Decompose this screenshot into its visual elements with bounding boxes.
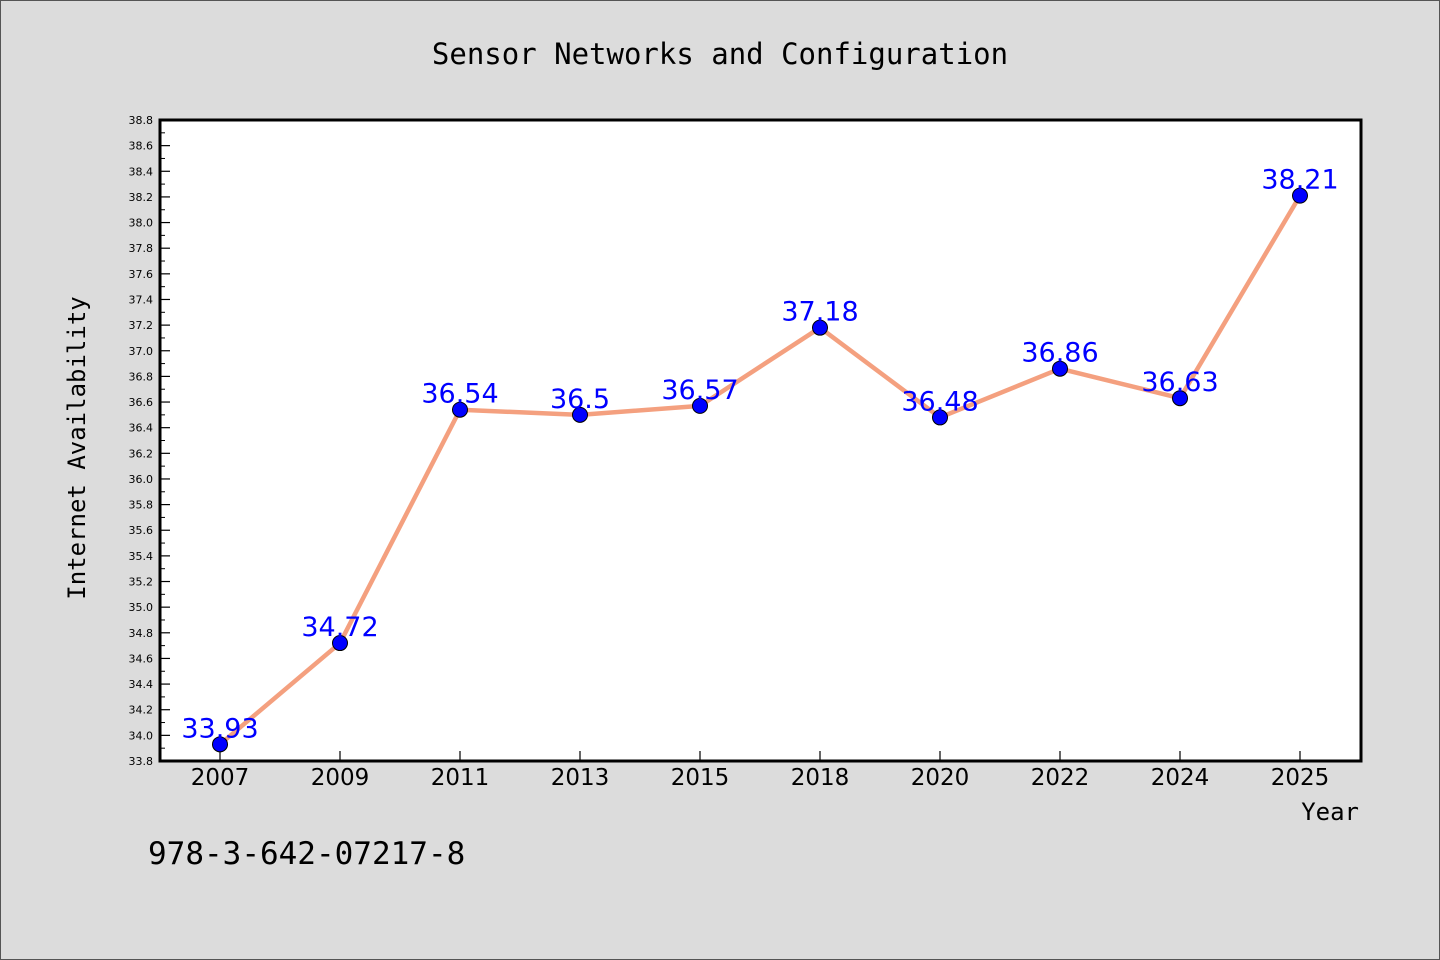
y-tick-label: 36.2 (129, 447, 154, 460)
y-tick-label: 38.6 (129, 140, 154, 153)
x-tick-label: 2007 (191, 765, 250, 791)
x-tick-label: 2018 (791, 765, 850, 791)
data-point (332, 635, 348, 652)
y-tick-label: 37.0 (129, 345, 154, 358)
x-tick-label: 2013 (551, 765, 610, 791)
y-tick-label: 38.0 (129, 217, 154, 230)
y-tick-label: 36.4 (129, 422, 154, 435)
data-label: 36.63 (1141, 367, 1218, 398)
y-tick-label: 36.8 (129, 370, 154, 383)
x-tick-label: 2015 (671, 765, 730, 791)
x-axis-label: Year (1301, 798, 1359, 826)
data-label: 36.5 (550, 384, 610, 415)
data-point (572, 406, 588, 423)
y-tick-label: 38.4 (129, 165, 154, 178)
y-tick-label: 35.4 (129, 550, 154, 563)
y-tick-label: 34.2 (129, 704, 154, 717)
data-label: 34.72 (301, 612, 378, 643)
y-tick-label: 35.2 (129, 576, 154, 589)
y-tick-label: 38.2 (129, 191, 154, 204)
y-tick-label: 37.2 (129, 319, 154, 332)
y-tick-label: 36.0 (129, 473, 154, 486)
series-group: 33.93 34.72 36.54 36.5 36.57 37.18 36.48 36.86 3… (181, 165, 1339, 753)
plot-area (158, 118, 1363, 763)
data-label: 33.93 (181, 713, 258, 744)
y-axis: 33.8 34.0 34.2 34.4 34.6 34.8 35.0 35.2 35.4 35.6… (129, 114, 170, 768)
data-point (812, 319, 828, 336)
isbn-footer: 978-3-642-07217-8 (148, 836, 465, 872)
data-label: 36.86 (1021, 338, 1098, 369)
data-label: 36.48 (901, 386, 978, 417)
x-tick-label: 2009 (311, 765, 370, 791)
y-tick-label: 38.8 (129, 114, 154, 127)
y-tick-label: 35.0 (129, 601, 154, 614)
x-tick-label: 2022 (1031, 765, 1090, 791)
data-point (932, 409, 948, 426)
data-point (692, 397, 708, 414)
y-axis-label: Internet Availability (63, 296, 91, 599)
x-tick-label: 2024 (1151, 765, 1210, 791)
y-tick-label: 37.4 (129, 293, 154, 306)
y-tick-label: 34.6 (129, 652, 154, 665)
x-tick-label: 2020 (911, 765, 970, 791)
y-tick-label: 34.4 (129, 678, 154, 691)
series-line (217, 193, 1303, 747)
y-tick-label: 34.8 (129, 627, 154, 640)
data-point (1292, 187, 1308, 204)
y-tick-label: 35.6 (129, 524, 154, 537)
data-point (1052, 360, 1068, 377)
data-point (212, 736, 228, 753)
data-label: 37.18 (781, 297, 858, 328)
data-label: 38.21 (1261, 165, 1338, 196)
x-tick-label: 2011 (431, 765, 490, 791)
y-tick-label: 35.8 (129, 499, 154, 512)
data-point (452, 401, 468, 418)
y-tick-label: 33.8 (129, 755, 154, 768)
data-label: 36.57 (661, 375, 738, 406)
y-tick-label: 37.8 (129, 242, 154, 255)
y-tick-label: 37.6 (129, 268, 154, 281)
chart-title: Sensor Networks and Configuration (432, 37, 1008, 71)
x-tick-label: 2025 (1271, 765, 1330, 791)
y-tick-label: 34.0 (129, 729, 154, 742)
data-point (1172, 390, 1188, 407)
x-axis: 2007 2009 2011 2013 2015 2018 2020 2022 2024 2025 (191, 751, 1330, 791)
data-label: 36.54 (421, 379, 498, 410)
y-tick-label: 36.6 (129, 396, 154, 409)
